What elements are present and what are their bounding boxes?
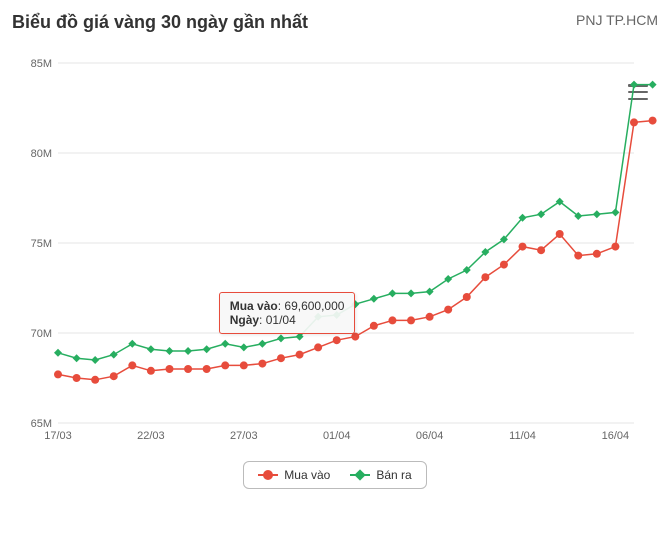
svg-text:80M: 80M [31,148,52,160]
legend-label: Mua vào [284,468,330,482]
chart-subtitle: PNJ TP.HCM [576,12,658,28]
legend-label: Bán ra [376,468,411,482]
svg-text:11/04: 11/04 [509,430,536,442]
svg-text:70M: 70M [31,328,52,340]
svg-text:65M: 65M [31,418,52,430]
chart-header: Biểu đồ giá vàng 30 ngày gần nhất PNJ TP… [12,12,658,33]
svg-text:75M: 75M [31,238,52,250]
legend: Mua vào Bán ra [12,461,658,489]
svg-text:22/03: 22/03 [137,430,165,442]
svg-text:16/04: 16/04 [602,430,630,442]
svg-text:17/03: 17/03 [44,430,72,442]
svg-text:01/04: 01/04 [323,430,351,442]
svg-text:85M: 85M [31,58,52,70]
legend-item[interactable]: Bán ra [350,468,411,482]
legend-box: Mua vào Bán ra [243,461,426,489]
plot-area: 65M 70M 75M 80M 85M 17/03 22/03 27/03 01/04 06/04… [18,53,650,453]
chart-title: Biểu đồ giá vàng 30 ngày gần nhất [12,12,308,33]
legend-item[interactable]: Mua vào [258,468,330,482]
gold-price-chart: Biểu đồ giá vàng 30 ngày gần nhất PNJ TP… [0,0,670,542]
chart-svg[interactable]: 65M 70M 75M 80M 85M 17/03 22/03 27/03 01/04 06/04… [18,53,650,453]
svg-text:27/03: 27/03 [230,430,258,442]
svg-text:06/04: 06/04 [416,430,444,442]
